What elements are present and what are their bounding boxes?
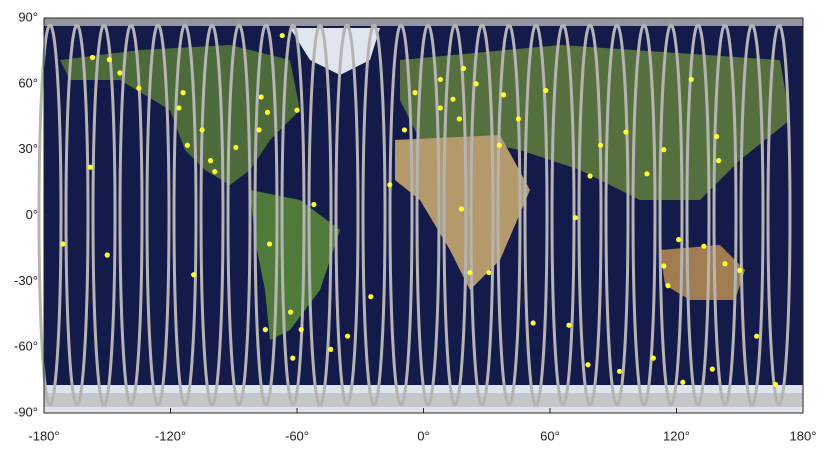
map-chart: -180° -120° -60° 0° 60° 120° 180° -90° -60° -30° 0… xyxy=(0,0,819,446)
station-point xyxy=(200,127,205,132)
station-point xyxy=(461,66,466,71)
station-point xyxy=(267,241,272,246)
station-point xyxy=(497,143,502,148)
station-point xyxy=(233,145,238,150)
station-point xyxy=(689,77,694,82)
station-point xyxy=(208,158,213,163)
y-tick-label: 0° xyxy=(26,207,38,222)
station-point xyxy=(598,143,603,148)
station-point xyxy=(176,105,181,110)
x-tick-label: -60° xyxy=(285,428,309,443)
station-point xyxy=(368,294,373,299)
x-tick-label: 60° xyxy=(540,428,560,443)
x-tick-label: 180° xyxy=(790,428,817,443)
x-tick-label: -120° xyxy=(155,428,186,443)
station-point xyxy=(714,134,719,139)
station-point xyxy=(754,334,759,339)
station-point xyxy=(716,158,721,163)
station-point xyxy=(644,171,649,176)
station-point xyxy=(573,215,578,220)
station-point xyxy=(474,81,479,86)
station-point xyxy=(773,382,778,387)
station-point xyxy=(566,323,571,328)
x-tick-label: 0° xyxy=(417,428,429,443)
station-point xyxy=(651,356,656,361)
station-point xyxy=(459,206,464,211)
station-point xyxy=(88,165,93,170)
station-point xyxy=(722,261,727,266)
y-tick-label: -30° xyxy=(14,273,38,288)
station-point xyxy=(212,169,217,174)
station-point xyxy=(402,127,407,132)
station-point xyxy=(387,182,392,187)
station-point xyxy=(181,90,186,95)
station-point xyxy=(280,33,285,38)
station-point xyxy=(256,127,261,132)
station-point xyxy=(90,55,95,60)
station-point xyxy=(737,268,742,273)
station-point xyxy=(265,110,270,115)
station-point xyxy=(661,263,666,268)
y-tick-label: -60° xyxy=(14,339,38,354)
station-point xyxy=(516,116,521,121)
station-point xyxy=(467,270,472,275)
y-tick-label: -90° xyxy=(14,404,38,419)
station-point xyxy=(263,327,268,332)
map-background xyxy=(39,18,803,413)
station-point xyxy=(345,334,350,339)
station-point xyxy=(311,202,316,207)
station-point xyxy=(587,173,592,178)
station-point xyxy=(457,116,462,121)
station-point xyxy=(294,108,299,113)
station-point xyxy=(617,369,622,374)
station-point xyxy=(259,94,264,99)
y-tick-label: 90° xyxy=(18,9,38,24)
station-point xyxy=(665,283,670,288)
station-point xyxy=(328,347,333,352)
station-point xyxy=(60,241,65,246)
station-point xyxy=(185,143,190,148)
station-point xyxy=(412,90,417,95)
station-point xyxy=(107,57,112,62)
station-point xyxy=(710,367,715,372)
y-tick-label: 30° xyxy=(18,141,38,156)
station-point xyxy=(136,86,141,91)
station-point xyxy=(299,327,304,332)
station-point xyxy=(501,92,506,97)
station-point xyxy=(585,362,590,367)
station-point xyxy=(543,88,548,93)
station-point xyxy=(486,270,491,275)
x-tick-label: 120° xyxy=(663,428,690,443)
station-point xyxy=(701,244,706,249)
station-point xyxy=(661,147,666,152)
x-tick-label: -180° xyxy=(28,428,59,443)
station-point xyxy=(191,272,196,277)
station-point xyxy=(290,356,295,361)
station-point xyxy=(105,252,110,257)
station-point xyxy=(438,77,443,82)
station-point xyxy=(623,130,628,135)
station-point xyxy=(450,97,455,102)
station-point xyxy=(438,105,443,110)
station-point xyxy=(680,380,685,385)
y-tick-label: 60° xyxy=(18,75,38,90)
station-point xyxy=(117,70,122,75)
station-point xyxy=(531,320,536,325)
station-point xyxy=(676,237,681,242)
station-point xyxy=(288,309,293,314)
